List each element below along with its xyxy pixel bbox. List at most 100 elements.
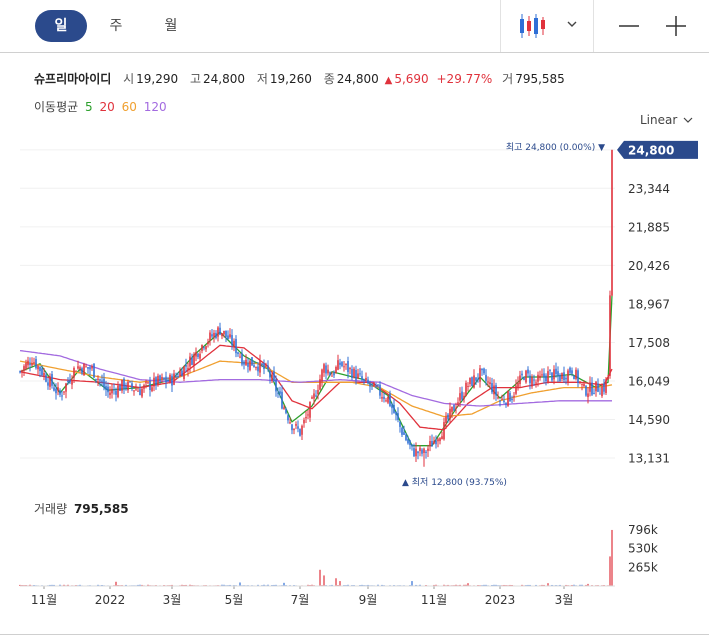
candle <box>509 390 511 402</box>
candle <box>107 382 109 398</box>
candle <box>253 361 255 368</box>
candle <box>141 386 143 399</box>
candle <box>299 428 301 437</box>
volume-bar <box>147 584 149 586</box>
candle <box>97 375 99 386</box>
volume-bar <box>221 584 223 586</box>
open-label: 시 <box>123 72 135 86</box>
candle <box>159 374 161 384</box>
volume-bar <box>609 556 611 586</box>
candle <box>571 367 573 377</box>
tab-day[interactable]: 일 <box>35 10 87 42</box>
candle <box>383 392 385 403</box>
candle <box>261 362 263 368</box>
volume-panel-label: 거래량 <box>34 502 68 516</box>
price-summary: 슈프리마아이디 시 19,290 고 24,800 저 19,260 종 24,800 … <box>34 70 573 87</box>
candle <box>413 443 415 457</box>
volume-bar <box>335 578 337 586</box>
zoom-out-button[interactable] <box>615 8 643 44</box>
candle <box>569 366 571 375</box>
candle <box>485 369 487 386</box>
volume-bar <box>415 584 417 586</box>
volume-bar <box>611 529 613 586</box>
tab-month[interactable]: 월 <box>164 18 178 34</box>
candle <box>81 366 83 376</box>
candle <box>295 421 297 430</box>
x-tick-label: 11월 <box>31 593 57 607</box>
candle <box>447 412 449 423</box>
candle <box>121 379 123 394</box>
ma-5[interactable]: 5 <box>85 100 93 114</box>
candle <box>435 435 437 449</box>
candle <box>57 382 59 396</box>
candle <box>105 380 107 396</box>
high-value: 24,800 <box>203 72 246 86</box>
chevron-down-icon[interactable] <box>562 8 582 44</box>
candle <box>35 356 37 370</box>
volume-bar <box>425 584 427 586</box>
candle <box>533 374 535 387</box>
candle <box>453 404 455 411</box>
candle <box>601 383 603 398</box>
candle <box>473 369 475 389</box>
candle <box>167 376 169 382</box>
ma-20[interactable]: 20 <box>99 100 115 114</box>
volume-chart[interactable]: 796k 530k 265k 11월 2022 3월 5월 7월 9월 11월 2023 3월 <box>0 494 709 634</box>
candle <box>427 444 429 458</box>
volume-bar <box>63 584 65 586</box>
volume-bar <box>223 584 225 586</box>
candle <box>53 382 55 392</box>
price-chart[interactable]: 최고 24,800 (0.00%) ▼ ▲ 최저 12,800 (93.75%)… <box>0 130 709 495</box>
x-tick-label: 11월 <box>421 593 447 607</box>
candle <box>311 395 313 400</box>
volume-bar <box>503 584 505 586</box>
candle <box>315 390 317 398</box>
tab-week[interactable]: 주 <box>109 18 123 34</box>
candle <box>135 383 137 391</box>
candle <box>379 381 381 399</box>
candle <box>591 377 593 396</box>
candle <box>119 383 121 391</box>
candle <box>19 370 21 374</box>
candle <box>321 368 323 387</box>
candle <box>505 402 507 408</box>
volume-bar <box>493 584 495 586</box>
candle <box>339 358 341 370</box>
candle <box>501 394 503 401</box>
low-label: 저 <box>256 72 268 86</box>
candle <box>581 383 583 391</box>
candle <box>169 373 171 384</box>
volume-bar <box>229 584 231 586</box>
chart-type-button[interactable] <box>512 8 582 44</box>
candle <box>387 396 389 405</box>
volume-bar <box>535 584 537 586</box>
volume-value: 795,585 <box>515 72 565 86</box>
candle <box>59 388 61 398</box>
volume-bar <box>465 584 467 586</box>
volume-tick-label: 530k <box>628 542 658 556</box>
candle <box>421 448 423 457</box>
ma-60[interactable]: 60 <box>121 100 137 114</box>
scale-selector[interactable]: Linear <box>640 113 693 127</box>
candle <box>355 365 357 385</box>
candle <box>603 378 605 395</box>
candle <box>233 338 235 352</box>
y-tick-label: 16,049 <box>628 374 670 388</box>
ma-120-line <box>19 349 612 407</box>
volume-bar <box>411 581 413 586</box>
candle <box>117 381 119 399</box>
candle <box>75 370 77 372</box>
candle <box>371 383 373 390</box>
candle <box>461 386 463 402</box>
candle <box>235 335 237 358</box>
ma-120[interactable]: 120 <box>143 100 167 114</box>
zoom-in-button[interactable] <box>662 8 690 44</box>
candle <box>229 328 231 339</box>
candle <box>431 434 433 447</box>
candle <box>89 364 91 376</box>
candle <box>497 391 499 400</box>
candle <box>337 354 339 371</box>
candle <box>555 362 557 378</box>
candle <box>223 330 225 338</box>
candle <box>507 390 509 407</box>
